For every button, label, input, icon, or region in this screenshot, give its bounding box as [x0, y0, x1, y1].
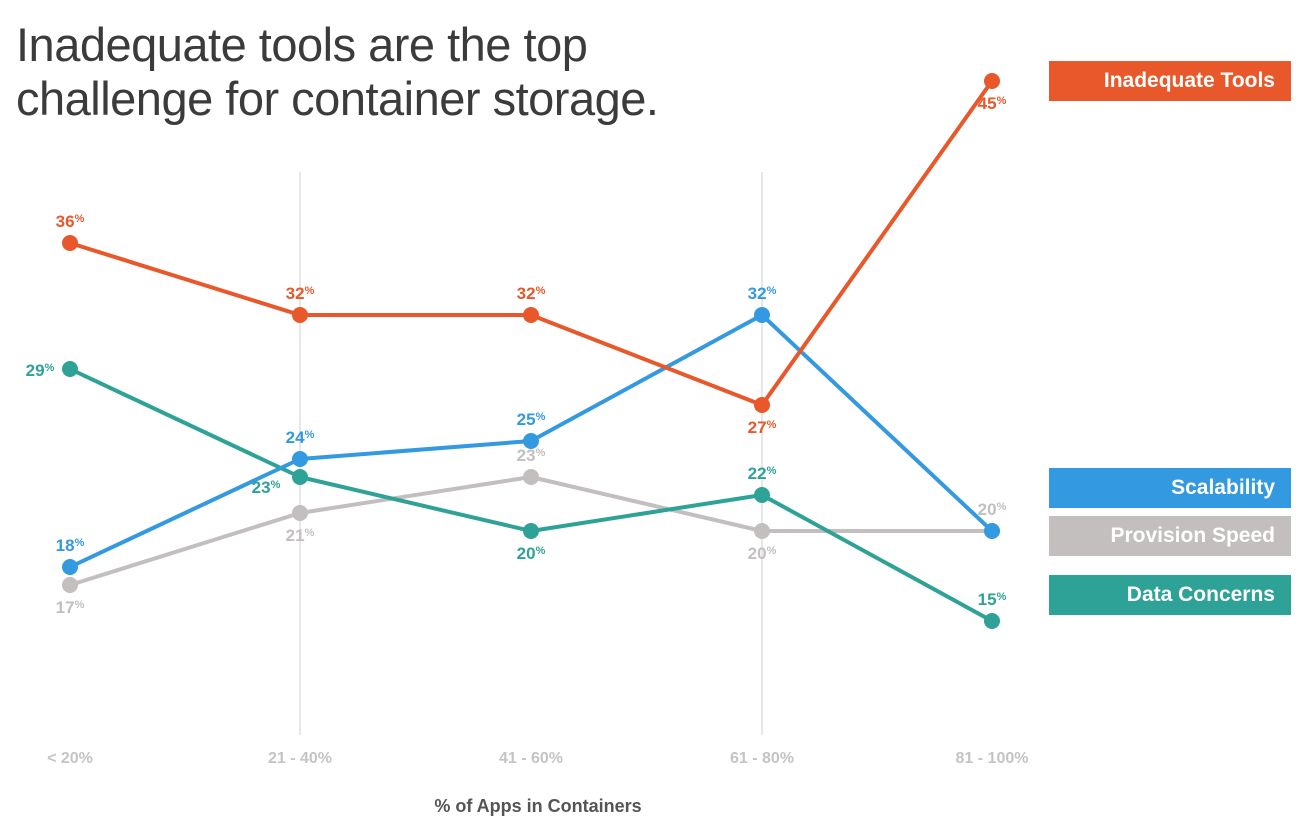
data-label-unit: % [997, 501, 1007, 513]
data-point-provision-speed [523, 469, 539, 485]
data-label-unit: % [767, 285, 777, 297]
x-axis-label: % of Apps in Containers [434, 796, 641, 816]
chart-title-line-2: challenge for container storage. [16, 72, 659, 125]
data-point-scalability [523, 433, 539, 449]
data-label-unit: % [305, 285, 315, 297]
data-label-unit: % [271, 479, 281, 491]
data-label: 29% [26, 361, 55, 380]
data-label: 20% [978, 500, 1007, 519]
data-label-unit: % [997, 95, 1007, 107]
data-point-provision-speed [292, 505, 308, 521]
series-line-inadequate-tools [68, 79, 994, 407]
x-tick-label: 41 - 60% [499, 750, 563, 767]
data-label-unit: % [75, 599, 85, 611]
data-point-scalability [292, 451, 308, 467]
data-label: 20% [748, 544, 777, 563]
data-label: 18% [56, 536, 85, 555]
data-label-unit: % [75, 537, 85, 549]
data-point-inadequate-tools [523, 307, 539, 323]
data-label: 36% [56, 212, 85, 231]
legend-item-data-concerns: Data Concerns [1049, 575, 1291, 615]
data-label-unit: % [767, 419, 777, 431]
data-label: 17% [56, 598, 85, 617]
data-label-unit: % [305, 527, 315, 539]
data-label: 23% [517, 446, 546, 465]
data-label: 25% [517, 410, 546, 429]
series-line-data-concerns [68, 367, 994, 623]
data-point-provision-speed [754, 523, 770, 539]
data-label: 23% [252, 478, 281, 497]
data-point-inadequate-tools [62, 235, 78, 251]
data-point-provision-speed [62, 577, 78, 593]
data-point-inadequate-tools [292, 307, 308, 323]
data-label: 45% [978, 94, 1007, 113]
data-point-data-concerns [523, 523, 539, 539]
data-label: 27% [748, 418, 777, 437]
x-tick-label: 61 - 80% [730, 750, 794, 767]
data-label-unit: % [536, 447, 546, 459]
legend-item-inadequate-tools: Inadequate Tools [1049, 61, 1291, 101]
data-label-unit: % [536, 285, 546, 297]
chart-title: Inadequate tools are the top challenge f… [16, 18, 736, 126]
data-point-data-concerns [984, 613, 1000, 629]
data-label: 22% [748, 464, 777, 483]
legend-item-provision-speed: Provision Speed [1049, 516, 1291, 556]
data-label: 24% [286, 428, 315, 447]
data-point-inadequate-tools [754, 397, 770, 413]
data-point-scalability [754, 307, 770, 323]
data-label-unit: % [536, 545, 546, 557]
data-label-unit: % [536, 411, 546, 423]
data-label: 32% [517, 284, 546, 303]
data-label: 15% [978, 590, 1007, 609]
data-label-unit: % [305, 429, 315, 441]
chart-title-line-1: Inadequate tools are the top [16, 18, 588, 71]
x-tick-label: < 20% [47, 750, 93, 767]
data-point-data-concerns [754, 487, 770, 503]
data-point-scalability [984, 523, 1000, 539]
x-tick-label: 81 - 100% [956, 750, 1029, 767]
data-point-data-concerns [292, 469, 308, 485]
data-label-unit: % [767, 545, 777, 557]
data-label: 32% [286, 284, 315, 303]
data-label-unit: % [45, 362, 55, 374]
data-label-unit: % [75, 213, 85, 225]
x-tick-label: 21 - 40% [268, 750, 332, 767]
data-point-scalability [62, 559, 78, 575]
data-label: 20% [517, 544, 546, 563]
data-label: 21% [286, 526, 315, 545]
data-point-data-concerns [62, 361, 78, 377]
data-label-unit: % [767, 465, 777, 477]
data-label-unit: % [997, 591, 1007, 603]
data-label: 32% [748, 284, 777, 303]
data-point-inadequate-tools [984, 73, 1000, 89]
legend-item-scalability: Scalability [1049, 468, 1291, 508]
